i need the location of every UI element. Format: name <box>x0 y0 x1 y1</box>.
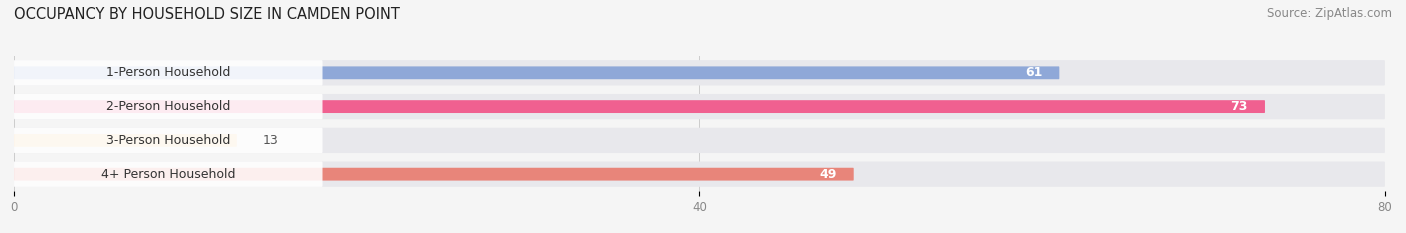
Text: OCCUPANCY BY HOUSEHOLD SIZE IN CAMDEN POINT: OCCUPANCY BY HOUSEHOLD SIZE IN CAMDEN PO… <box>14 7 399 22</box>
FancyBboxPatch shape <box>14 94 1385 119</box>
Text: 4+ Person Household: 4+ Person Household <box>101 168 236 181</box>
FancyBboxPatch shape <box>14 128 322 153</box>
FancyBboxPatch shape <box>14 100 1265 113</box>
Text: Source: ZipAtlas.com: Source: ZipAtlas.com <box>1267 7 1392 20</box>
Text: 2-Person Household: 2-Person Household <box>105 100 231 113</box>
FancyBboxPatch shape <box>14 161 322 187</box>
Text: 13: 13 <box>263 134 278 147</box>
FancyBboxPatch shape <box>14 128 1385 153</box>
Text: 73: 73 <box>1230 100 1249 113</box>
FancyBboxPatch shape <box>14 60 322 86</box>
FancyBboxPatch shape <box>14 134 236 147</box>
FancyBboxPatch shape <box>14 66 1059 79</box>
FancyBboxPatch shape <box>14 168 853 181</box>
Text: 1-Person Household: 1-Person Household <box>105 66 231 79</box>
FancyBboxPatch shape <box>14 94 322 119</box>
Text: 3-Person Household: 3-Person Household <box>105 134 231 147</box>
Text: 49: 49 <box>820 168 837 181</box>
FancyBboxPatch shape <box>14 60 1385 86</box>
FancyBboxPatch shape <box>14 161 1385 187</box>
Text: 61: 61 <box>1025 66 1042 79</box>
